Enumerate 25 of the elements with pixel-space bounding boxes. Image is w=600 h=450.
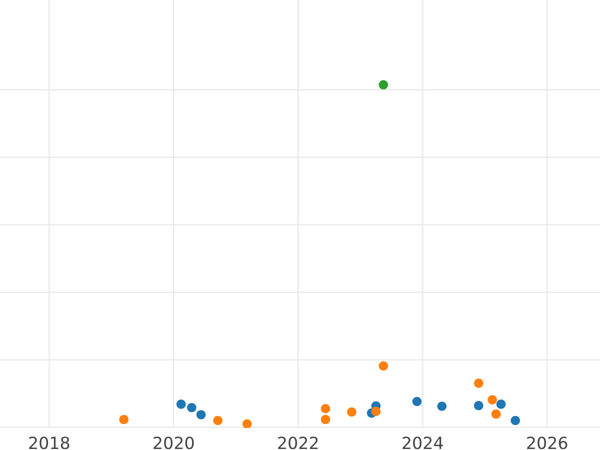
point: [196, 410, 206, 420]
point: [242, 419, 252, 428]
point: [412, 396, 422, 406]
point: [488, 395, 497, 404]
x-tick-label: 2018: [29, 436, 70, 450]
point: [347, 407, 356, 417]
point: [176, 400, 186, 409]
point: [491, 409, 501, 419]
point: [213, 416, 222, 426]
x-tick-label: 2020: [154, 436, 194, 450]
x-tick-label: 2026: [527, 436, 568, 450]
point: [119, 414, 129, 424]
x-tick-label: 2022: [278, 436, 318, 450]
point: [378, 361, 388, 371]
point: [320, 414, 330, 424]
point: [437, 402, 447, 411]
x-tick-label: 2024: [402, 436, 443, 450]
point: [371, 406, 381, 416]
point: [187, 402, 196, 412]
point: [474, 400, 484, 410]
point: [474, 378, 484, 388]
point: [378, 80, 388, 90]
point: [320, 404, 330, 414]
point: [496, 400, 506, 409]
point: [510, 416, 520, 426]
